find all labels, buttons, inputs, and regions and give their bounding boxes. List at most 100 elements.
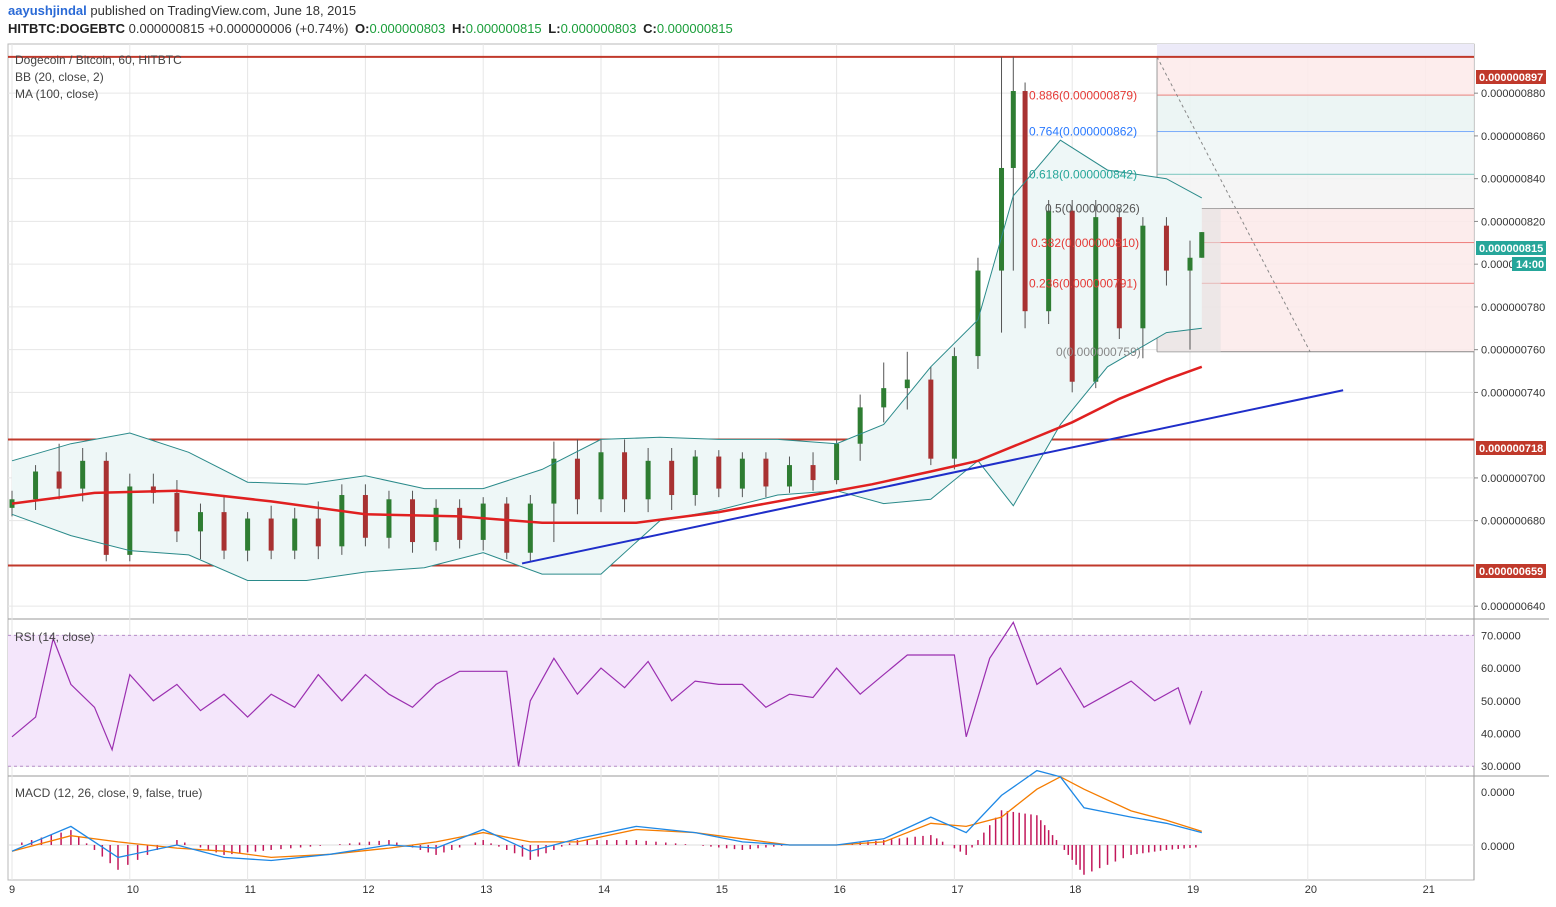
trend-line bbox=[521, 389, 1344, 565]
symbol-line: HITBTC:DOGEBTC 0.000000815 +0.000000006 … bbox=[8, 21, 733, 36]
low-label: L: bbox=[548, 21, 561, 36]
fibonacci-zones bbox=[1156, 44, 1474, 353]
candle-body bbox=[857, 407, 863, 444]
time-tick-label: 16 bbox=[834, 884, 846, 896]
rsi-tick-label: 40.0000 bbox=[1481, 728, 1521, 740]
candle-body bbox=[645, 460, 651, 500]
bb-band-fill bbox=[12, 140, 1202, 581]
price-tick-label: 0.000000840 bbox=[1481, 174, 1545, 186]
fib-label: 0(0.000000759) bbox=[1056, 345, 1141, 359]
candles-layer bbox=[9, 56, 1205, 562]
last-price: 0.000000815 bbox=[128, 21, 205, 36]
candle-body bbox=[292, 518, 298, 551]
rsi-line bbox=[11, 620, 1203, 767]
time-tick-label: 20 bbox=[1305, 884, 1317, 896]
price-tick-label: 0.000000700 bbox=[1481, 473, 1545, 485]
fib-dashed-line bbox=[1156, 56, 1311, 353]
fib-label: 0.236(0.000000791) bbox=[1029, 276, 1137, 290]
bb-indicator-label[interactable]: BB (20, close, 2) bbox=[15, 70, 104, 84]
price-tick-label: 0.000000640 bbox=[1481, 601, 1545, 613]
candle-body bbox=[951, 356, 957, 459]
candle-body bbox=[928, 379, 934, 459]
rsi-band-fill bbox=[8, 635, 1474, 767]
fib-zone bbox=[1157, 131, 1474, 175]
badge-level-897-text: 0.000000897 bbox=[1479, 72, 1543, 84]
candle-body bbox=[975, 270, 981, 357]
time-tick-label: 13 bbox=[480, 884, 492, 896]
candle-body bbox=[339, 495, 345, 547]
time-tick-label: 11 bbox=[245, 884, 256, 896]
candle-body bbox=[1187, 257, 1193, 271]
candle-body bbox=[904, 379, 910, 389]
close-label: C: bbox=[643, 21, 657, 36]
time-tick-label: 19 bbox=[1187, 884, 1199, 896]
fib-zone bbox=[1157, 95, 1474, 132]
candle-body bbox=[410, 499, 416, 543]
macd-pane-title[interactable]: MACD (12, 26, close, 9, false, true) bbox=[15, 786, 202, 800]
time-tick-label: 17 bbox=[951, 884, 963, 896]
candle-body bbox=[1010, 91, 1016, 168]
high-value: 0.000000815 bbox=[465, 21, 542, 36]
price-tick-label: 0.000000820 bbox=[1481, 216, 1545, 228]
badge-level-659: 0.000000659 bbox=[1476, 564, 1546, 578]
candle-body bbox=[315, 518, 321, 547]
candle-body bbox=[1093, 217, 1099, 382]
badge-last-price: 0.000000815 14:00 bbox=[1476, 241, 1546, 271]
price-pane-title: Dogecoin / Bitcoin, 60, HITBTC bbox=[15, 53, 182, 67]
candle-body bbox=[221, 512, 227, 551]
price-tick-label: 0.000000680 bbox=[1481, 516, 1545, 528]
bb-upper-line bbox=[11, 139, 1203, 490]
candle-body bbox=[669, 460, 675, 496]
fib-label: 0.5(0.000000826) bbox=[1045, 202, 1140, 216]
price-axis-ticks: 0.0000008800.0000008600.0000008400.00000… bbox=[1474, 88, 1545, 853]
time-tick-label: 9 bbox=[9, 884, 15, 896]
candle-body bbox=[127, 486, 133, 555]
publisher-user-link[interactable]: aayushjindal bbox=[8, 3, 87, 18]
time-tick-label: 10 bbox=[127, 884, 139, 896]
rsi-tick-label: 70.0000 bbox=[1481, 630, 1521, 642]
fib-label: 0.764(0.000000862) bbox=[1029, 125, 1137, 139]
price-tick-label: 0.000000760 bbox=[1481, 345, 1545, 357]
high-label: H: bbox=[452, 21, 466, 36]
candle-body bbox=[386, 499, 392, 538]
time-tick-label: 21 bbox=[1423, 884, 1435, 896]
candle-body bbox=[174, 492, 180, 532]
fib-zone-top bbox=[1157, 44, 1474, 57]
candle-body bbox=[362, 495, 368, 538]
candle-body bbox=[480, 503, 486, 540]
candle-body bbox=[1022, 91, 1028, 312]
candle-body bbox=[504, 503, 510, 553]
candle-body bbox=[33, 471, 39, 500]
price-tick-label: 0.000000780 bbox=[1481, 302, 1545, 314]
time-axis-ticks: 9 10 11 12 13 14 15 16 17 18 19 20 21 bbox=[9, 884, 1435, 896]
low-value: 0.000000803 bbox=[560, 21, 637, 36]
candle-body bbox=[786, 465, 792, 487]
fib-label: 0.382(0.000000810) bbox=[1031, 236, 1139, 250]
candle-body bbox=[1199, 232, 1205, 258]
candle-body bbox=[103, 460, 109, 555]
badge-level-897: 0.000000897 bbox=[1476, 70, 1546, 84]
candle-body bbox=[80, 460, 86, 489]
candle-body bbox=[692, 456, 698, 496]
bollinger-fill bbox=[12, 140, 1202, 581]
price-change: +0.000000006 (+0.74%) bbox=[208, 21, 349, 36]
badge-last-price-text: 0.000000815 bbox=[1479, 243, 1543, 255]
rsi-tick-label: 50.0000 bbox=[1481, 696, 1521, 708]
macd-tick-label: 0.0000 bbox=[1481, 841, 1515, 853]
candle-body bbox=[1140, 225, 1146, 329]
candle-body bbox=[551, 458, 557, 504]
candle-body bbox=[1163, 225, 1169, 271]
candle-body bbox=[763, 458, 769, 487]
candle-body bbox=[574, 458, 580, 500]
badge-level-718-text: 0.000000718 bbox=[1479, 443, 1543, 455]
candle-body bbox=[197, 512, 203, 532]
rsi-tick-label: 60.0000 bbox=[1481, 663, 1521, 675]
candle-body bbox=[1069, 210, 1075, 382]
candle-body bbox=[810, 465, 816, 481]
price-tick-label: 0.000000740 bbox=[1481, 387, 1545, 399]
ma-indicator-label[interactable]: MA (100, close) bbox=[15, 87, 98, 101]
fib-zone bbox=[1157, 174, 1474, 209]
rsi-pane-title[interactable]: RSI (14, close) bbox=[15, 630, 94, 644]
fib-zone bbox=[1157, 56, 1474, 96]
